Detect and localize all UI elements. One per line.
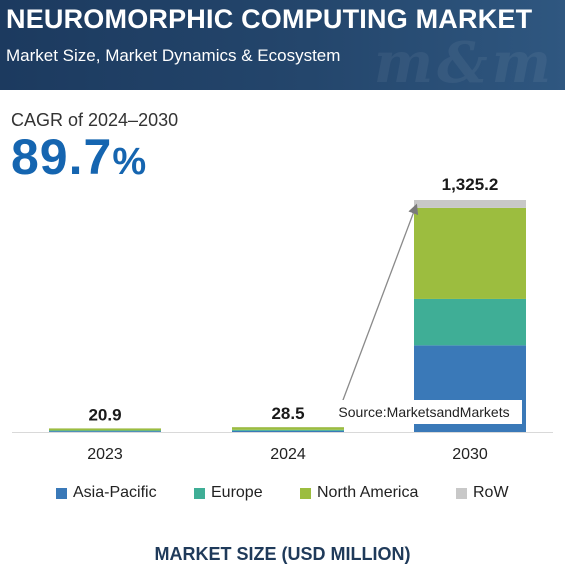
legend-label-row: RoW	[473, 484, 509, 501]
legend-label-north-america: North America	[317, 484, 419, 501]
bar-europe-2023	[49, 430, 161, 432]
growth-arrow	[339, 203, 419, 409]
cagr-unit: %	[112, 141, 148, 183]
legend-swatch-europe	[194, 487, 205, 499]
header-watermark: m&m	[373, 30, 555, 90]
legend-swatch-north-america	[300, 487, 311, 499]
bar-row-2030	[414, 200, 526, 208]
x-tick-label-2023: 2023	[87, 446, 123, 463]
chart-legend: Asia-Pacific Europe North America RoW	[0, 484, 565, 506]
header-banner: m&m NEUROMORPHIC COMPUTING MARKET Market…	[0, 0, 565, 90]
cagr-label: CAGR of 2024–2030	[11, 110, 179, 130]
legend-swatch-row	[456, 487, 467, 499]
x-tick-label-2024: 2024	[270, 446, 306, 463]
total-label-2023: 20.9	[88, 405, 121, 424]
bar-europe-2030	[414, 298, 526, 346]
legend-item-north-america: North America	[300, 484, 418, 502]
source-box	[326, 400, 522, 424]
x-tick-label-2030: 2030	[452, 446, 488, 463]
bar-north-america-2024	[232, 427, 344, 430]
chart-footer-label: MARKET SIZE (USD MILLION)	[154, 544, 411, 564]
legend-item-row: RoW	[456, 484, 509, 502]
cagr-value: 89.7%	[11, 132, 147, 182]
legend-label-europe: Europe	[211, 484, 263, 501]
total-label-2024: 28.5	[271, 404, 304, 423]
page-subtitle: Market Size, Market Dynamics & Ecosystem	[6, 46, 341, 65]
legend-label-asia-pacific: Asia-Pacific	[73, 484, 157, 501]
source-label: Source:MarketsandMarkets	[338, 404, 509, 420]
bar-europe-2024	[232, 429, 344, 431]
total-label-2030: 1,325.2	[442, 175, 499, 194]
page-title: NEUROMORPHIC COMPUTING MARKET	[6, 4, 533, 34]
cagr-number: 89.7	[11, 129, 113, 185]
legend-item-europe: Europe	[194, 484, 263, 502]
bar-asia-pacific-2023	[49, 431, 161, 432]
legend-item-asia-pacific: Asia-Pacific	[56, 484, 157, 502]
legend-swatch-asia-pacific	[56, 487, 67, 499]
bar-asia-pacific-2024	[232, 430, 344, 432]
bar-north-america-2023	[49, 428, 161, 431]
market-size-chart: 20.9 2023 28.5 2024 1,325.2 2030 Source:Market…	[12, 175, 553, 463]
bar-north-america-2030	[414, 207, 526, 299]
